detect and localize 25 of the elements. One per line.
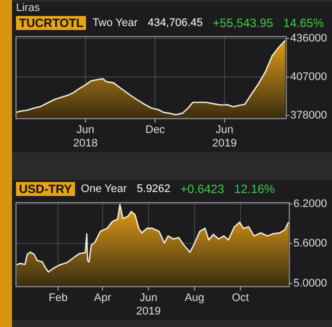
x-tick-label: Dec [145,124,166,136]
chart-title: TUCRTOTL [16,16,86,30]
y-tick-label: 6.2000 [293,198,328,210]
y-tick-label: 378000 [290,109,328,122]
text: 5.9262 [136,183,170,195]
text: +55,543.95 [212,16,274,30]
x-tick-label: Apr [94,292,112,304]
text: +0.6423 [180,182,224,196]
chart-subtitle: Two Year [92,17,138,29]
x-tick-label: Feb [48,292,68,304]
text: 12.16% [234,182,275,196]
text: 14.65% [283,16,324,30]
x-tick-label: Jun 2018 [73,124,98,150]
chart-subtitle: One Year [80,183,127,195]
x-tick-label: Oct [232,292,249,304]
y-tick-label: 5.6000 [293,238,328,250]
y-tick-label: 407000 [290,71,328,84]
y-tick-label: 436000 [290,32,328,45]
y-axis-title: Liras [16,2,40,14]
y-tick-label: 5.0000 [293,277,328,290]
text: 434,706.45 [148,17,203,29]
x-tick-label: Aug [184,292,204,304]
chart-title: USD-TRY [16,182,75,196]
x-tick-label: Jun 2019 [212,124,237,150]
x-tick-label: Jun 2019 [136,292,161,318]
